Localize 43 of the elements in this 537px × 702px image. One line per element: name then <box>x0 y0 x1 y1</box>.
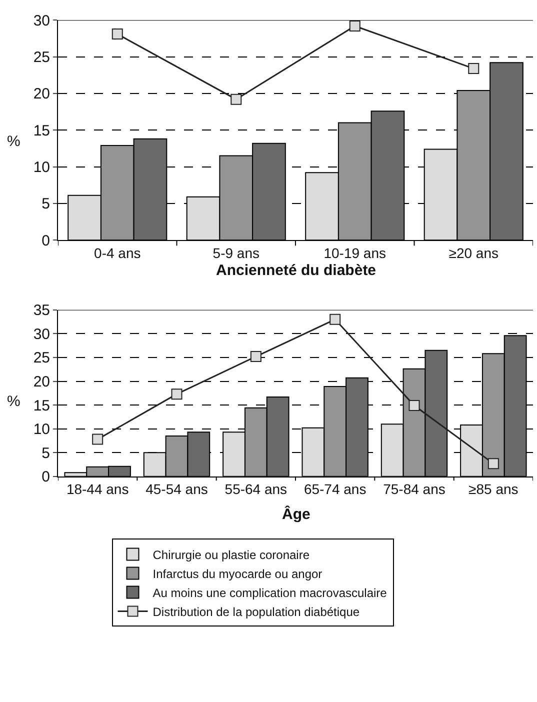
x-tick-label: 10-19 ans <box>324 244 386 261</box>
y-tick-label: 20 <box>33 86 50 103</box>
x-tick-label: 45-54 ans <box>146 481 208 498</box>
x-tick-label: 18-44 ans <box>66 481 129 498</box>
point <box>488 458 499 470</box>
point <box>349 20 360 32</box>
y-axis-title: % <box>7 393 20 410</box>
point <box>171 388 182 400</box>
y-tick-label: 35 <box>33 302 50 320</box>
y-tick-label: 10 <box>33 159 50 176</box>
point <box>468 63 480 74</box>
point <box>112 28 123 40</box>
x-axis-title: Âge <box>282 505 310 523</box>
x-tick-label: ≥85 ans <box>468 481 518 498</box>
x-tick-label: ≥20 ans <box>448 244 498 261</box>
x-tick-label: 75-84 ans <box>383 481 446 498</box>
legend-label: Chirurgie ou plastie coronaire <box>152 548 310 562</box>
x-tick-label: 65-74 ans <box>304 481 366 498</box>
y-tick-label: 30 <box>33 12 50 30</box>
point <box>330 314 341 325</box>
legend-label: Au moins une complication macrovasculaire <box>152 586 388 600</box>
y-tick-label: 10 <box>33 421 50 438</box>
y-tick-label: 5 <box>42 196 50 213</box>
point <box>250 351 262 362</box>
y-tick-label: 0 <box>42 468 50 486</box>
y-tick-label: 15 <box>33 397 50 414</box>
x-tick-label: 55-64 ans <box>224 481 288 498</box>
y-axis-title: % <box>7 133 20 150</box>
x-axis-title: Ancienneté du diabète <box>216 262 376 279</box>
y-tick-label: 30 <box>33 326 50 343</box>
point <box>230 94 242 105</box>
legend-label: Distribution de la population diabétique <box>152 604 360 619</box>
y-tick-label: 5 <box>42 444 50 462</box>
x-tick-label: 0-4 ans <box>94 244 141 261</box>
x-tick-label: 5-9 ans <box>212 244 260 261</box>
legend-label: Infarctus du myocarde ou angor <box>152 566 322 581</box>
point <box>92 434 104 445</box>
y-tick-label: 15 <box>33 122 50 140</box>
y-tick-label: 25 <box>33 350 50 367</box>
y-tick-label: 0 <box>42 232 50 250</box>
y-tick-label: 20 <box>33 374 50 391</box>
point <box>408 400 420 412</box>
y-tick-label: 25 <box>33 49 50 66</box>
